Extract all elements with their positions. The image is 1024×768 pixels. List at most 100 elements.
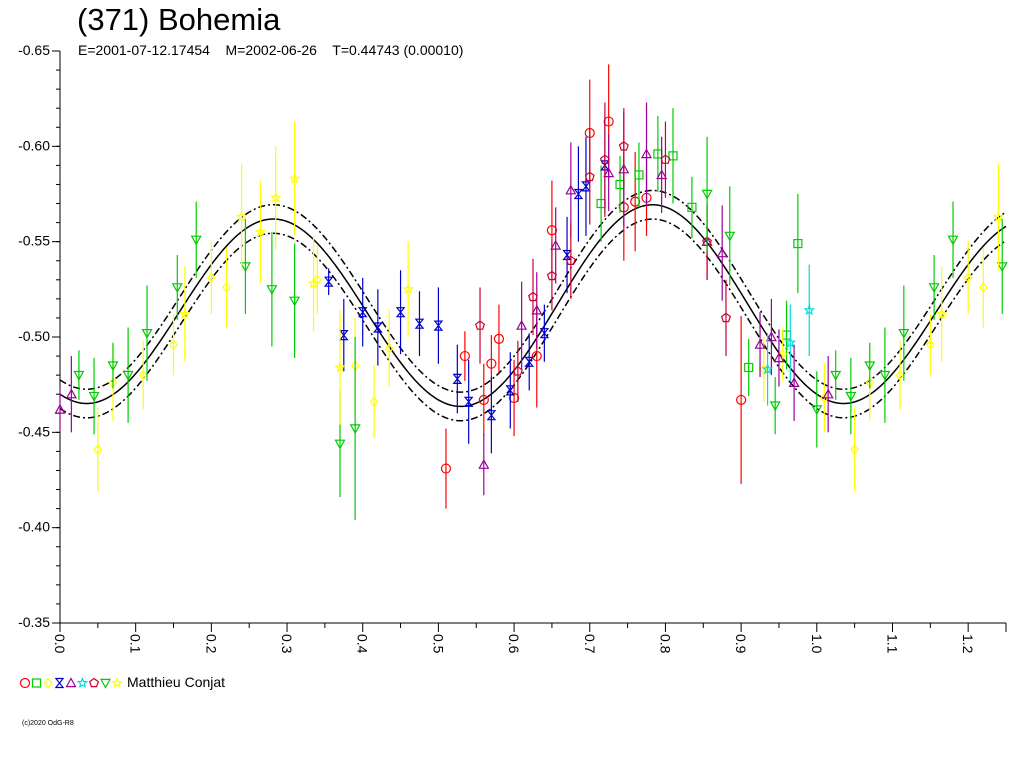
data-point-pentagon <box>618 141 629 151</box>
series-0-circle <box>440 64 747 509</box>
x-tick-label: 0.6 <box>506 634 522 654</box>
data-point-diamond <box>820 392 829 404</box>
fit-curve-lower-envelope <box>59 218 1007 422</box>
legend-symbols <box>19 676 123 689</box>
x-tick-label: 0.7 <box>582 634 598 654</box>
data-point-star <box>784 336 797 348</box>
fit-curve-main <box>59 204 1007 408</box>
legend-symbol-square <box>31 678 42 688</box>
data-point-hourglass <box>562 249 572 261</box>
fit-curve-upper-envelope <box>59 189 1007 393</box>
data-point-diamond <box>850 444 859 455</box>
series-5-star <box>761 264 815 406</box>
data-point-diamond <box>369 396 379 408</box>
legend-symbol-star <box>111 676 123 688</box>
series-2-diamond <box>93 241 988 492</box>
data-point-pentagon <box>512 366 523 376</box>
data-point-hourglass <box>323 276 334 287</box>
axes: -0.65 -0.60 -0.55 -0.50 -0.45 -0.40 -0.350.0 0.… <box>18 42 1007 654</box>
data-point-triangle-down <box>947 235 959 246</box>
legend-symbol-pentagon <box>88 677 100 688</box>
series-1-square <box>596 108 803 397</box>
series-8-star <box>179 121 1005 425</box>
data-point-hourglass <box>505 385 516 396</box>
data-point-diamond <box>895 369 905 381</box>
data-point-diamond <box>978 281 988 293</box>
data-point-triangle-up <box>65 388 77 399</box>
data-point-triangle-down <box>73 370 85 381</box>
data-point-triangle-down <box>879 370 891 381</box>
data-point-star <box>992 210 1005 222</box>
data-point-star <box>334 361 346 373</box>
data-point-diamond <box>93 444 103 455</box>
data-point-pentagon <box>720 312 732 323</box>
chart-title: (371) Bohemia <box>77 2 281 37</box>
data-point-triangle-down <box>122 370 134 381</box>
data-point-square <box>744 362 754 373</box>
legend-symbol-circle <box>19 677 31 689</box>
data-point-square <box>668 151 678 161</box>
data-point-triangle-down <box>239 262 251 273</box>
data-point-triangle-down <box>141 329 153 339</box>
data-point-diamond <box>138 369 148 381</box>
data-point-hourglass <box>573 188 584 200</box>
data-point-star <box>307 277 320 289</box>
data-point-hourglass <box>395 307 406 318</box>
data-point-diamond <box>963 272 973 284</box>
legend-symbol-triangle-up <box>65 677 77 688</box>
data-point-triangle-down <box>864 361 876 372</box>
data-point-diamond <box>925 339 935 351</box>
data-point-star <box>402 283 414 295</box>
y-tick-label: -0.45 <box>18 423 50 439</box>
data-point-triangle-down <box>289 296 301 307</box>
data-point-circle <box>459 350 470 362</box>
data-point-hourglass <box>414 318 425 329</box>
data-point-hourglass <box>357 307 368 318</box>
legend-symbol-diamond <box>43 677 53 689</box>
data-point-triangle-up <box>565 184 577 195</box>
data-point-triangle-up <box>754 338 766 349</box>
x-tick-label: 0.5 <box>430 634 446 654</box>
y-tick-label: -0.40 <box>18 519 50 535</box>
data-point-triangle-down <box>996 262 1008 273</box>
data-point-hourglass <box>581 181 591 192</box>
x-tick-label: 1.1 <box>884 634 900 654</box>
data-point-triangle-up <box>550 239 562 250</box>
data-point-diamond <box>778 348 788 360</box>
data-point-triangle-down <box>769 401 781 412</box>
data-point-circle <box>630 196 641 207</box>
data-point-pentagon <box>584 171 595 182</box>
data-point-triangle-down <box>266 285 278 296</box>
data-point-triangle-down <box>928 283 940 294</box>
data-point-hourglass <box>539 328 550 339</box>
series-3-hourglass <box>323 117 610 454</box>
data-point-pentagon <box>474 320 486 330</box>
data-point-diamond <box>222 281 231 293</box>
series-6-pentagon <box>474 102 732 402</box>
data-point-triangle-down <box>701 189 713 200</box>
data-point-triangle-up <box>656 169 668 180</box>
y-tick-label: -0.50 <box>18 328 50 344</box>
data-point-triangle-down <box>171 283 183 294</box>
data-point-circle <box>736 394 747 406</box>
data-point-hourglass <box>433 320 444 331</box>
fit-curves <box>59 189 1007 422</box>
data-point-diamond <box>384 342 394 354</box>
legend-symbol-hourglass <box>54 677 65 689</box>
data-points <box>54 64 1008 521</box>
data-point-triangle-down <box>811 405 823 416</box>
x-tick-label: 0.3 <box>279 634 295 654</box>
data-point-triangle-up <box>531 304 543 315</box>
legend-symbol-star <box>76 676 89 688</box>
data-point-triangle-down <box>845 391 857 402</box>
data-point-star <box>179 308 191 320</box>
x-tick-label: 0.4 <box>355 634 371 654</box>
data-point-hourglass <box>486 410 497 421</box>
data-point-hourglass <box>452 373 463 384</box>
data-point-diamond <box>312 274 322 286</box>
data-point-triangle-down <box>190 235 202 246</box>
data-point-circle <box>531 350 542 362</box>
data-point-hourglass <box>524 356 535 367</box>
data-point-triangle-up <box>765 331 777 342</box>
data-point-triangle-down <box>724 231 736 242</box>
